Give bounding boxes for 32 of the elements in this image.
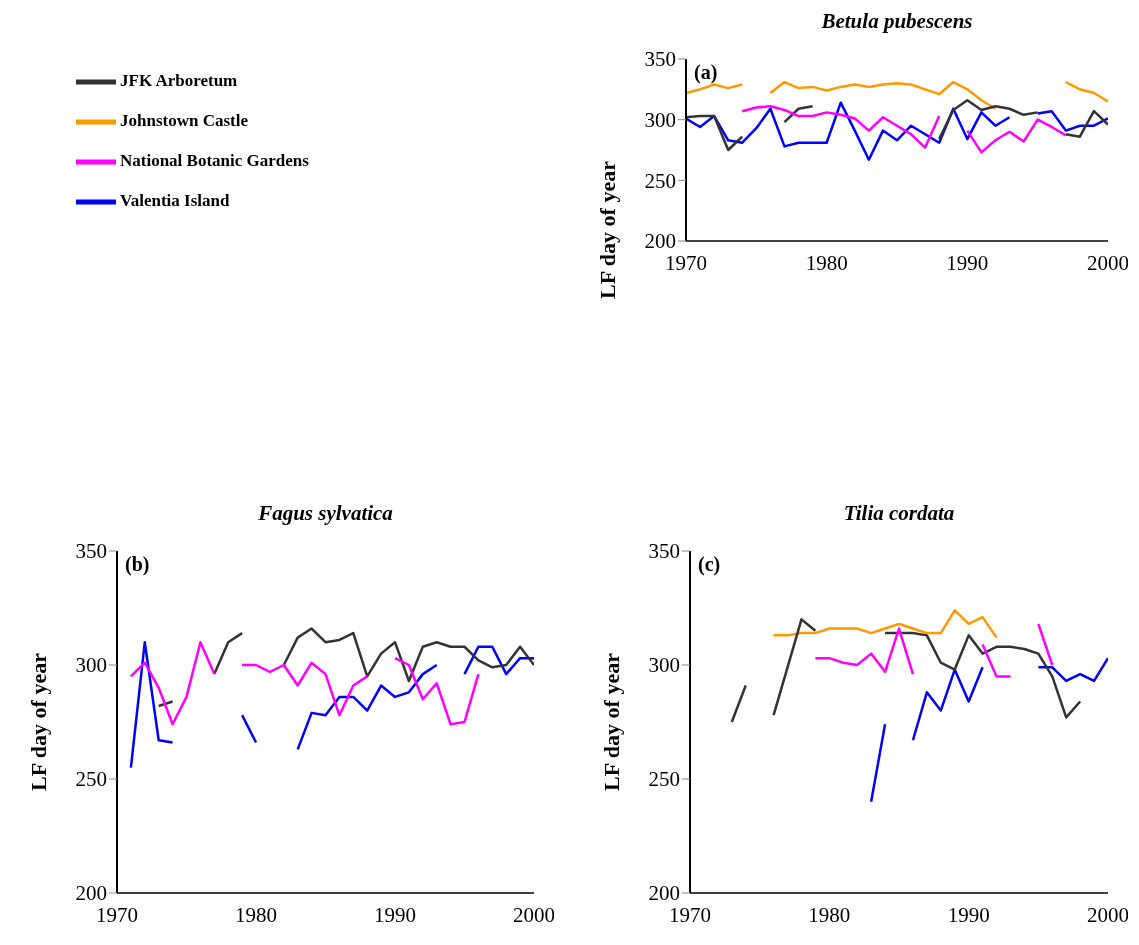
x-tick-label: 1990: [374, 902, 416, 927]
y-tick-label: 300: [75, 653, 107, 678]
x-tick-label: 2000: [513, 902, 555, 927]
x-tick-label: 1980: [808, 902, 851, 927]
chart-title: Betula pubescens: [821, 9, 973, 33]
x-tick-label: 1990: [947, 902, 990, 927]
y-axis-title: LF day of year: [595, 161, 620, 299]
line-series: [772, 609, 998, 639]
x-tick-label: 1980: [235, 902, 277, 927]
chart-title: Fagus sylvatica: [258, 501, 393, 525]
legend-label: Valentia Island: [120, 190, 230, 210]
y-tick-label: 350: [75, 539, 107, 564]
x-tick-label: 1980: [805, 250, 848, 275]
annotation: (b): [125, 553, 150, 575]
legend-label: Johnstown Castle: [120, 110, 248, 130]
x-tick-label: 2000: [1087, 250, 1129, 275]
legend-label: National Botanic Gardens: [120, 150, 309, 170]
y-tick-label: 250: [75, 767, 107, 792]
y-tick-label: 350: [648, 539, 680, 564]
y-axis-title: LF day of year: [26, 653, 51, 791]
annotation: (c): [698, 553, 721, 575]
annotation: (a): [694, 61, 718, 83]
y-tick-label: 300: [644, 108, 676, 133]
x-tick-label: 2000: [1087, 902, 1129, 927]
y-axis-title: LF day of year: [599, 653, 624, 791]
y-tick-label: 350: [644, 47, 676, 72]
legend-label: JFK Arboretum: [120, 70, 238, 90]
chart-title: Tilia cordata: [843, 501, 955, 525]
x-tick-label: 1990: [946, 250, 989, 275]
y-tick-label: 250: [648, 767, 680, 792]
y-tick-label: 300: [648, 653, 680, 678]
y-tick-label: 250: [644, 168, 676, 193]
